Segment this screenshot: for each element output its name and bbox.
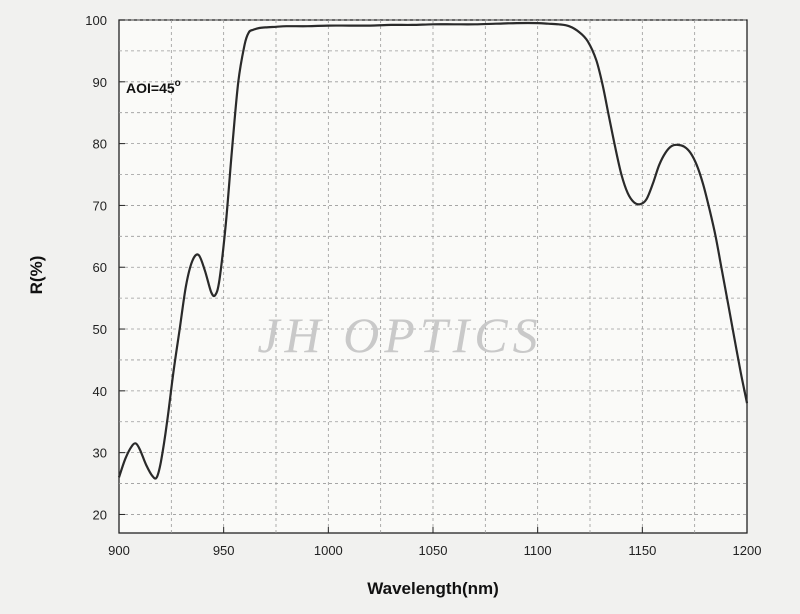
y-tick-label: 60 (93, 260, 107, 275)
aoi-annotation: AOI=45o (126, 78, 181, 96)
y-axis-title: R(%) (27, 256, 46, 295)
y-tick-label: 40 (93, 384, 107, 399)
y-tick-label: 50 (93, 322, 107, 337)
x-tick-label: 900 (108, 543, 130, 558)
aoi-annotation-text: AOI=45 (126, 80, 175, 96)
axis-ticks (118, 19, 748, 533)
x-tick-label: 1150 (628, 543, 656, 558)
plot-area (118, 19, 748, 534)
x-tick-label: 1200 (733, 543, 762, 558)
x-tick-label: 1050 (419, 543, 448, 558)
y-tick-label: 80 (93, 137, 107, 152)
y-tick-label: 70 (93, 198, 107, 213)
y-tick-labels: 20 30 40 50 60 70 80 90 100 (85, 13, 107, 522)
y-tick-label: 20 (93, 507, 107, 522)
x-tick-label: 950 (213, 543, 235, 558)
y-tick-label: 30 (93, 446, 107, 461)
y-tick-label: 90 (93, 75, 107, 90)
y-tick-label: 100 (85, 13, 107, 28)
aoi-annotation-degree: o (175, 78, 181, 89)
x-axis-title: Wavelength(nm) (367, 579, 499, 598)
x-tick-label: 1100 (524, 543, 552, 558)
series-group (117, 21, 749, 480)
watermark: JH OPTICS (257, 307, 542, 363)
grid (119, 19, 747, 533)
reflectance-series-line (117, 21, 749, 480)
x-tick-labels: 900 950 1000 1050 1100 1150 1200 (108, 543, 761, 558)
x-tick-label: 1000 (314, 543, 343, 558)
